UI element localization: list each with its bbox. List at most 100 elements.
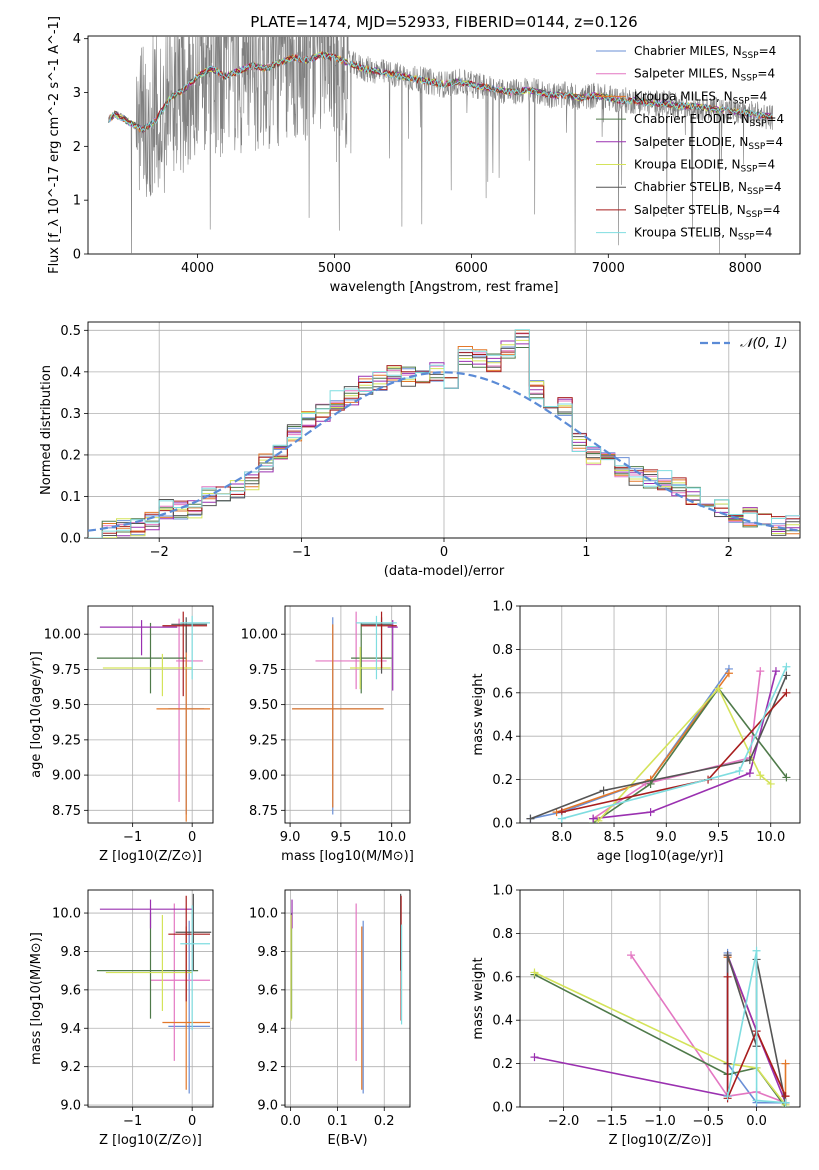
y-tick-label: 0.6 <box>492 686 513 701</box>
x-tick-label: 8000 <box>729 261 762 276</box>
errorbar-plot-age-vs-mass <box>292 611 398 815</box>
y-tick-label: 0.6 <box>492 970 513 985</box>
x-tick-label: 4000 <box>181 261 214 276</box>
x-axis-label: mass [log10(M/M⊙)] <box>281 849 414 864</box>
legend-entry: Kroupa MILES, NSSP=4 <box>634 89 767 106</box>
y-tick-label: 9.0 <box>60 1099 81 1114</box>
y-tick-label: 1 <box>73 194 81 209</box>
x-tick-label: 0 <box>440 545 448 560</box>
spectrum-data-line <box>108 36 773 254</box>
errorbar-plot-mass-vs-EBV <box>290 893 403 1094</box>
weight-point <box>627 951 636 960</box>
weight-line <box>630 954 786 1104</box>
weight-point <box>782 671 791 680</box>
model-line-kroupa-stelib <box>108 52 773 132</box>
weight-line <box>530 668 730 820</box>
weight-point <box>526 814 535 823</box>
y-tick-label: 10.00 <box>44 628 81 643</box>
axes-frame <box>519 605 801 824</box>
y-tick-label: 1.0 <box>492 884 513 899</box>
y-tick-label: 9.25 <box>249 733 278 748</box>
axes-age-vs-Z: −1 0 8.75 9.00 9.25 9.50 9.75 10.00 Z [log10(Z/Z… <box>29 605 214 864</box>
x-tick-label: 6000 <box>455 261 488 276</box>
x-tick-label: 10.0 <box>377 830 406 845</box>
y-axis-label: Flux [f_λ 10^-17 erg cm^-2 s^-1 A^-1] <box>47 16 62 274</box>
legend-entry: Chabrier MILES, NSSP=4 <box>634 44 776 61</box>
y-tick-label: 0.0 <box>492 817 513 832</box>
x-tick-label: −1.5 <box>596 1114 628 1129</box>
weight-line <box>726 950 786 1104</box>
axes-weight-vs-age: 8.0 8.5 9.0 9.5 10.0 0.0 0.2 0.4 0.6 0.8 1.0 age [l… <box>471 600 801 864</box>
weight-plot-weight-vs-age <box>526 662 791 823</box>
weight-line <box>597 687 772 822</box>
y-tick-label: 9.75 <box>52 663 81 678</box>
x-tick-label: 0.2 <box>374 1114 395 1129</box>
y-axis-label: mass [log10(M/M⊙)] <box>29 932 44 1065</box>
weight-point <box>781 1098 790 1107</box>
axes-residuals: −2 −1 0 1 2 0.0 0.1 0.2 0.3 0.4 0.5 (data-model)/er… <box>39 321 801 579</box>
y-tick-label: 9.2 <box>60 1060 81 1075</box>
y-tick-label: 9.0 <box>257 1099 278 1114</box>
y-axis-label: age [log10(age/yr)] <box>29 651 44 778</box>
y-tick-label: 0.4 <box>60 365 81 380</box>
legend-entry: 𝒩(0, 1) <box>740 336 787 351</box>
x-tick-label: −1 <box>123 830 142 845</box>
y-tick-label: 1.0 <box>492 600 513 615</box>
legend-entry: Salpeter ELODIE, NSSP=4 <box>634 135 783 152</box>
weight-point <box>781 1059 790 1068</box>
weight-point <box>782 688 791 697</box>
x-axis-label: Z [log10(Z/Z⊙)] <box>99 1133 202 1148</box>
spectrum-plot <box>108 36 773 254</box>
x-tick-label: −2 <box>150 545 169 560</box>
legend-normal: 𝒩(0, 1) <box>700 336 787 351</box>
weight-plot-weight-vs-Z <box>530 946 790 1107</box>
weight-point <box>557 814 566 823</box>
y-tick-label: 2 <box>73 140 81 155</box>
legend-entry: Kroupa ELODIE, NSSP=4 <box>634 158 775 175</box>
y-tick-label: 8.75 <box>249 804 278 819</box>
x-axis-label: (data-model)/error <box>384 564 505 579</box>
y-tick-label: 9.8 <box>257 945 278 960</box>
y-axis-label: mass weight <box>471 957 486 1039</box>
weight-point <box>771 667 780 676</box>
y-tick-label: 9.2 <box>257 1060 278 1075</box>
weight-point <box>782 662 791 671</box>
y-tick-label: 9.25 <box>52 733 81 748</box>
normal-pdf-curve <box>88 371 800 532</box>
legend-entry: Chabrier ELODIE, NSSP=4 <box>634 112 784 129</box>
y-tick-label: 9.8 <box>60 945 81 960</box>
weight-point <box>723 951 732 960</box>
y-tick-label: 0.0 <box>60 532 81 547</box>
x-tick-label: 9.5 <box>708 830 729 845</box>
y-tick-label: 0.0 <box>492 1101 513 1116</box>
x-tick-label: 5000 <box>318 261 351 276</box>
axes-frame <box>87 321 801 539</box>
legend-entry: Salpeter MILES, NSSP=4 <box>634 67 775 84</box>
x-tick-label: 8.5 <box>604 830 625 845</box>
weight-point <box>745 756 754 765</box>
weight-point <box>766 779 775 788</box>
y-tick-label: 0.5 <box>60 324 81 339</box>
y-tick-label: 9.00 <box>249 769 278 784</box>
hist-kroupa-stelib <box>88 329 800 538</box>
y-axis-label: mass weight <box>471 673 486 755</box>
weight-point <box>723 1092 732 1101</box>
axes-frame <box>284 605 411 824</box>
x-tick-label: 9.5 <box>331 830 352 845</box>
y-axis-label: Normed distribution <box>39 365 54 495</box>
y-tick-label: 4 <box>73 32 81 47</box>
x-axis-label: E(B-V) <box>327 1133 367 1148</box>
weight-line <box>530 675 788 820</box>
y-tick-label: 0.4 <box>492 730 513 745</box>
x-tick-label: 7000 <box>592 261 625 276</box>
weight-point <box>589 814 598 823</box>
x-axis-label: Z [log10(Z/Z⊙)] <box>609 1133 712 1148</box>
y-tick-label: 9.75 <box>249 663 278 678</box>
axes-mass-vs-EBV: 0.0 0.1 0.2 9.0 9.2 9.4 9.6 9.8 10.0 E(B-V) <box>249 889 411 1148</box>
weight-line <box>561 666 788 820</box>
legend-entry: Chabrier STELIB, NSSP=4 <box>634 180 782 197</box>
x-tick-label: 9.0 <box>656 830 677 845</box>
weight-point <box>782 773 791 782</box>
axes-weight-vs-Z: −2.0 −1.5 −1.0 −0.5 0.0 0.0 0.2 0.4 0.6 0.8 1.0 Z [… <box>471 884 801 1148</box>
residual-plot <box>88 329 800 538</box>
